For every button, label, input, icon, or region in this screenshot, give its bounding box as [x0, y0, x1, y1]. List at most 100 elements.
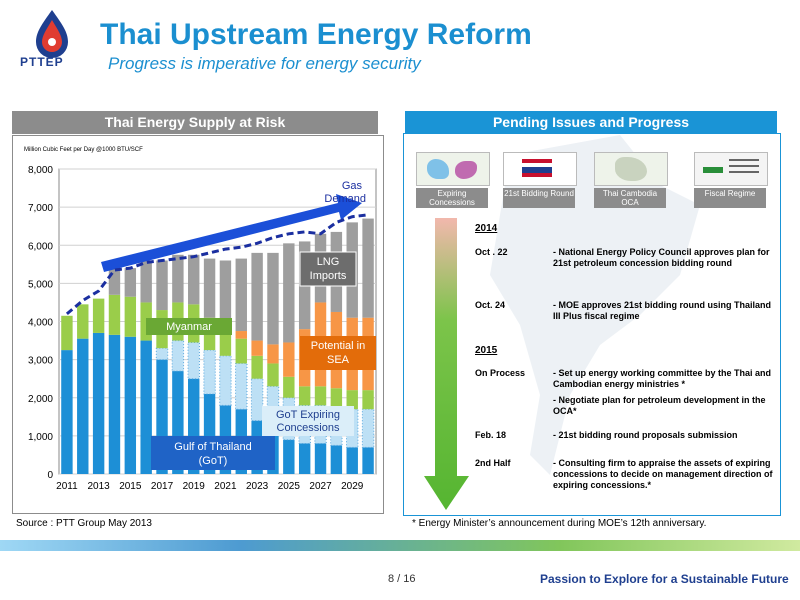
y-tick-label: 7,000 [28, 203, 53, 214]
x-tick-label: 2023 [246, 481, 269, 492]
bar-segment [140, 340, 152, 474]
source-note: Source : PTT Group May 2013 [16, 518, 152, 529]
page-subtitle: Progress is imperative for energy securi… [108, 54, 421, 73]
tile-label-fiscal: Fiscal Regime [694, 188, 766, 208]
timeline-desc: - Negotiate plan for petroleum developme… [553, 395, 766, 416]
tile-oca[interactable] [594, 152, 668, 186]
label-got-box [151, 436, 275, 470]
bar-segment [188, 254, 200, 305]
tile-fiscal[interactable] [694, 152, 768, 186]
bar-segment [61, 350, 73, 474]
label-expiring-box [262, 406, 354, 436]
footer-tagline: Passion to Explore for a Sustainable Fut… [540, 572, 789, 586]
bar-segment [283, 243, 295, 343]
bar-segment [188, 342, 200, 379]
footnote: * Energy Minister’s announcement during … [412, 518, 707, 529]
bar-segment-pattern [203, 349, 216, 395]
map-icon [427, 159, 449, 179]
bar-segment-pattern [219, 355, 232, 406]
x-tick-label: 2017 [151, 481, 174, 492]
bar-segment [267, 363, 279, 387]
timeline-date: Oct. 24 [475, 300, 506, 310]
x-tick-label: 2025 [278, 481, 301, 492]
label-gas-demand-line2: Demand [324, 193, 366, 205]
y-tick-label: 0 [47, 470, 53, 481]
bar-segment [92, 298, 105, 333]
bar-segment [283, 342, 295, 377]
timeline-desc: - Set up energy working committee by the… [553, 368, 772, 389]
bar-segment [140, 260, 152, 303]
label-sea: Potential in SEA [311, 340, 365, 366]
bar-segment [251, 355, 263, 379]
logo-text: PTTEP [20, 55, 64, 69]
label-lng: LNG Imports [310, 256, 347, 282]
chart-panel [12, 135, 384, 514]
x-tick-label: 2015 [119, 481, 142, 492]
bar-segment [172, 254, 184, 303]
tile-label-oca: Thai Cambodia OCA [594, 188, 666, 208]
x-tick-label: 2013 [88, 481, 111, 492]
bar-segment [267, 252, 279, 345]
timeline-date: Feb. 18 [475, 430, 507, 440]
timeline-date: 2nd Half [475, 458, 511, 468]
bar-segment [124, 336, 137, 474]
page-title: Thai Upstream Energy Reform [100, 18, 532, 51]
x-tick-label: 2021 [214, 481, 237, 492]
page-number: 8 / 16 [388, 573, 416, 585]
bar-segment [172, 340, 184, 372]
bar-segment [235, 331, 247, 339]
map-icon [455, 161, 477, 179]
chart-icon [703, 167, 723, 173]
bar-segment [77, 338, 89, 474]
y-tick-label: 4,000 [28, 318, 53, 329]
bar-segment [267, 344, 279, 364]
pttep-logo [36, 10, 68, 58]
thailand-map-watermark [490, 135, 700, 475]
y-tick-label: 8,000 [28, 165, 53, 176]
bar-segment [124, 296, 137, 337]
bar-segment [124, 268, 137, 297]
timeline-date: Oct . 22 [475, 247, 508, 257]
tile-label-expiring: Expiring Concessions [416, 188, 488, 208]
bar-segment [203, 393, 216, 474]
tile-expiring-concessions[interactable] [416, 152, 490, 186]
bar-segment [108, 294, 121, 335]
y-tick-label: 1,000 [28, 432, 53, 443]
tile-label-bidding: 21st Bidding Round [503, 188, 575, 208]
timeline-arrow [424, 218, 469, 510]
bar-segment [108, 268, 121, 295]
bar-segment [362, 409, 374, 448]
x-tick-label: 2027 [309, 481, 332, 492]
label-gas-demand-line1: Gas [342, 180, 363, 192]
left-panel-banner: Thai Energy Supply at Risk [12, 111, 378, 134]
bar-segment [203, 350, 216, 394]
bar-segment [362, 218, 374, 318]
bar-segment [156, 348, 168, 360]
bar-segment [346, 447, 358, 474]
bar-segment [346, 390, 358, 410]
bar-segment [92, 332, 105, 474]
bar-segment [298, 386, 311, 406]
bar-segment [219, 260, 232, 326]
x-tick-label: 2019 [183, 481, 206, 492]
bar-segment [251, 378, 263, 421]
bar-segment [251, 340, 263, 356]
bar-segment [172, 371, 184, 474]
bar-segment [156, 359, 168, 474]
bar-segment [219, 329, 232, 356]
bar-segment [251, 252, 263, 341]
bar-segment [362, 447, 374, 474]
bar-segment [235, 258, 247, 332]
unit-label: Million Cubic Feet per Day @1000 BTU/SCF [24, 147, 143, 153]
gas-demand-line [65, 213, 369, 316]
y-tick-label: 2,000 [28, 394, 53, 405]
bar-segment [314, 443, 327, 474]
label-sea-box [300, 336, 376, 370]
bar-segment [156, 260, 168, 311]
tile-bidding-round[interactable] [503, 152, 577, 186]
y-tick-label: 6,000 [28, 241, 53, 252]
timeline-desc: - National Energy Policy Council approve… [553, 247, 770, 268]
bar-segment [283, 439, 295, 474]
timeline-year-2015: 2015 [475, 345, 498, 356]
